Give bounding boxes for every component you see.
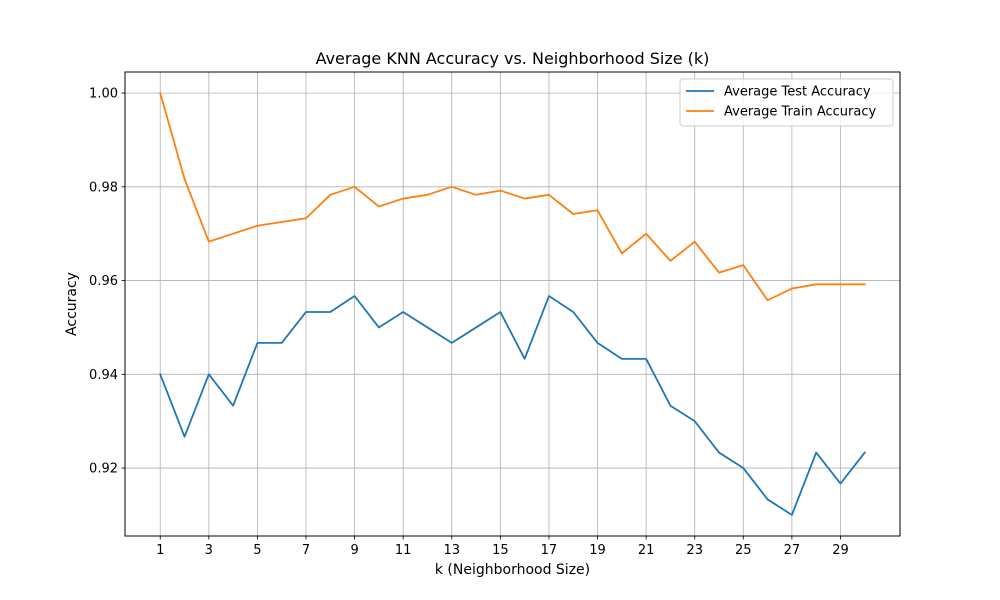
x-tick-label: 11: [395, 543, 412, 558]
x-tick-label: 25: [735, 543, 752, 558]
x-tick-label: 1: [156, 543, 164, 558]
legend-label-train: Average Train Accuracy: [724, 105, 876, 120]
x-tick-label: 27: [784, 543, 801, 558]
x-tick-label: 7: [302, 543, 310, 558]
x-tick-label: 5: [253, 543, 261, 558]
x-tick-label: 19: [589, 543, 606, 558]
y-tick-label: 0.92: [89, 462, 118, 477]
plot-area-frame: [124, 71, 901, 537]
x-tick-label: 13: [443, 543, 460, 558]
legend-label-test: Average Test Accuracy: [724, 85, 871, 100]
x-tick-label: 21: [638, 543, 655, 558]
y-tick-label: 0.94: [89, 368, 118, 383]
chart-title: Average KNN Accuracy vs. Neighborhood Si…: [316, 49, 710, 68]
x-tick-label: 9: [350, 543, 358, 558]
x-tick-label: 17: [541, 543, 558, 558]
y-tick-label: 1.00: [89, 87, 118, 102]
x-tick-label: 3: [205, 543, 213, 558]
test-accuracy-line: [159, 295, 867, 516]
x-axis-label: k (Neighborhood Size): [435, 562, 590, 578]
x-tick-label: 23: [686, 543, 703, 558]
lines-layer: [159, 91, 867, 516]
train-accuracy-line: [159, 91, 866, 302]
x-tick-label: 15: [492, 543, 509, 558]
x-tick-label: 29: [832, 543, 849, 558]
legend-box: [679, 78, 894, 127]
y-tick-label: 0.98: [89, 180, 118, 195]
y-tick-label: 0.96: [89, 274, 118, 289]
y-axis-label: Accuracy: [64, 272, 80, 336]
ticks-layer: 1 3 5 7 9 11 13 15 17 19 21 23 25 27 290.920.940.960.9…: [89, 87, 849, 558]
legend: Average Test Accuracy Average Train Accu…: [679, 78, 894, 127]
